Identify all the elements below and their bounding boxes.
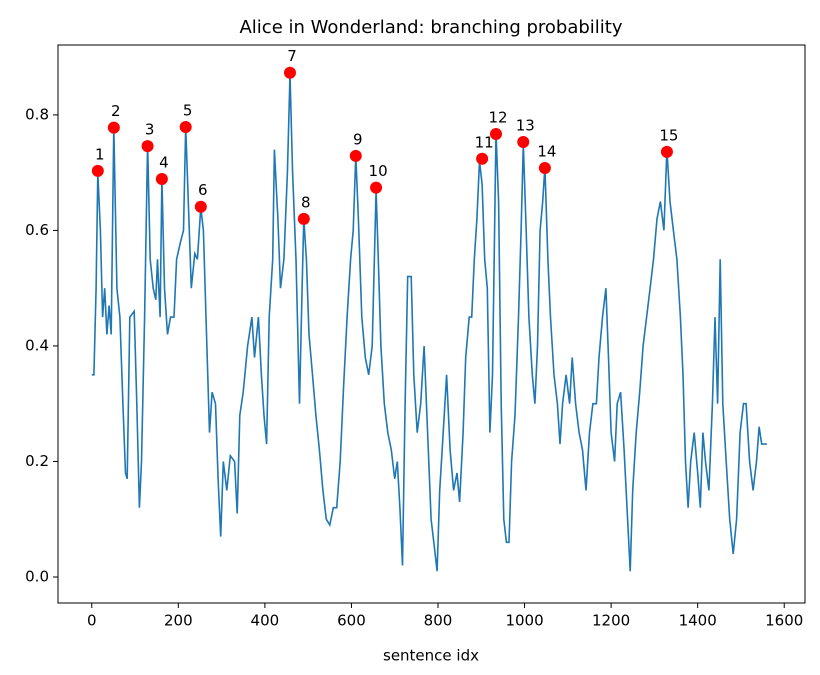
peak-label: 5	[183, 102, 193, 120]
y-tick-label: 0.8	[25, 105, 49, 123]
x-tick-label: 0	[87, 612, 97, 630]
peak-label: 9	[353, 130, 363, 148]
peak-point	[91, 164, 104, 177]
peak-point	[297, 212, 310, 225]
peak-point	[141, 140, 154, 153]
y-tick-label: 0.4	[25, 336, 49, 354]
peak-label: 1	[95, 145, 105, 163]
peak-label: 3	[145, 121, 155, 139]
x-tick-label: 800	[424, 612, 453, 630]
y-tick-label: 0.0	[25, 568, 49, 586]
peak-label: 14	[537, 143, 556, 161]
peak-label: 13	[516, 117, 535, 135]
peak-point	[476, 152, 489, 165]
peak-point	[370, 181, 383, 194]
x-axis-label: sentence idx	[383, 647, 479, 665]
peak-label: 6	[198, 181, 208, 199]
line	[91, 74, 767, 572]
peak-point	[349, 149, 362, 162]
x-tick-label: 400	[251, 612, 280, 630]
chart-title: Alice in Wonderland: branching probabili…	[239, 17, 622, 38]
x-tick-label: 600	[337, 612, 366, 630]
peak-label: 10	[369, 162, 388, 180]
peak-label: 2	[111, 102, 121, 120]
peak-label: 11	[475, 133, 494, 151]
peak-point	[538, 162, 551, 175]
x-tick-label: 1400	[679, 612, 717, 630]
y-tick-label: 0.2	[25, 452, 49, 470]
peak-label: 7	[287, 47, 297, 65]
peak-point	[517, 136, 530, 149]
peak-point	[107, 121, 120, 134]
peak-point	[660, 145, 673, 158]
peak-point	[155, 173, 168, 186]
peak-point	[489, 127, 502, 140]
peak-label: 15	[659, 126, 678, 144]
x-tick-label: 1600	[765, 612, 803, 630]
peak-label: 4	[159, 154, 169, 172]
x-tick-label: 1200	[592, 612, 630, 630]
peak-point	[283, 66, 296, 79]
peak-point	[194, 200, 207, 213]
x-tick-label: 200	[164, 612, 193, 630]
y-tick-label: 0.6	[25, 221, 49, 239]
peak-label: 8	[301, 193, 311, 211]
peak-label: 12	[488, 108, 507, 126]
plot-frame	[57, 44, 806, 604]
peak-point	[179, 121, 192, 134]
x-tick-label: 1000	[505, 612, 543, 630]
